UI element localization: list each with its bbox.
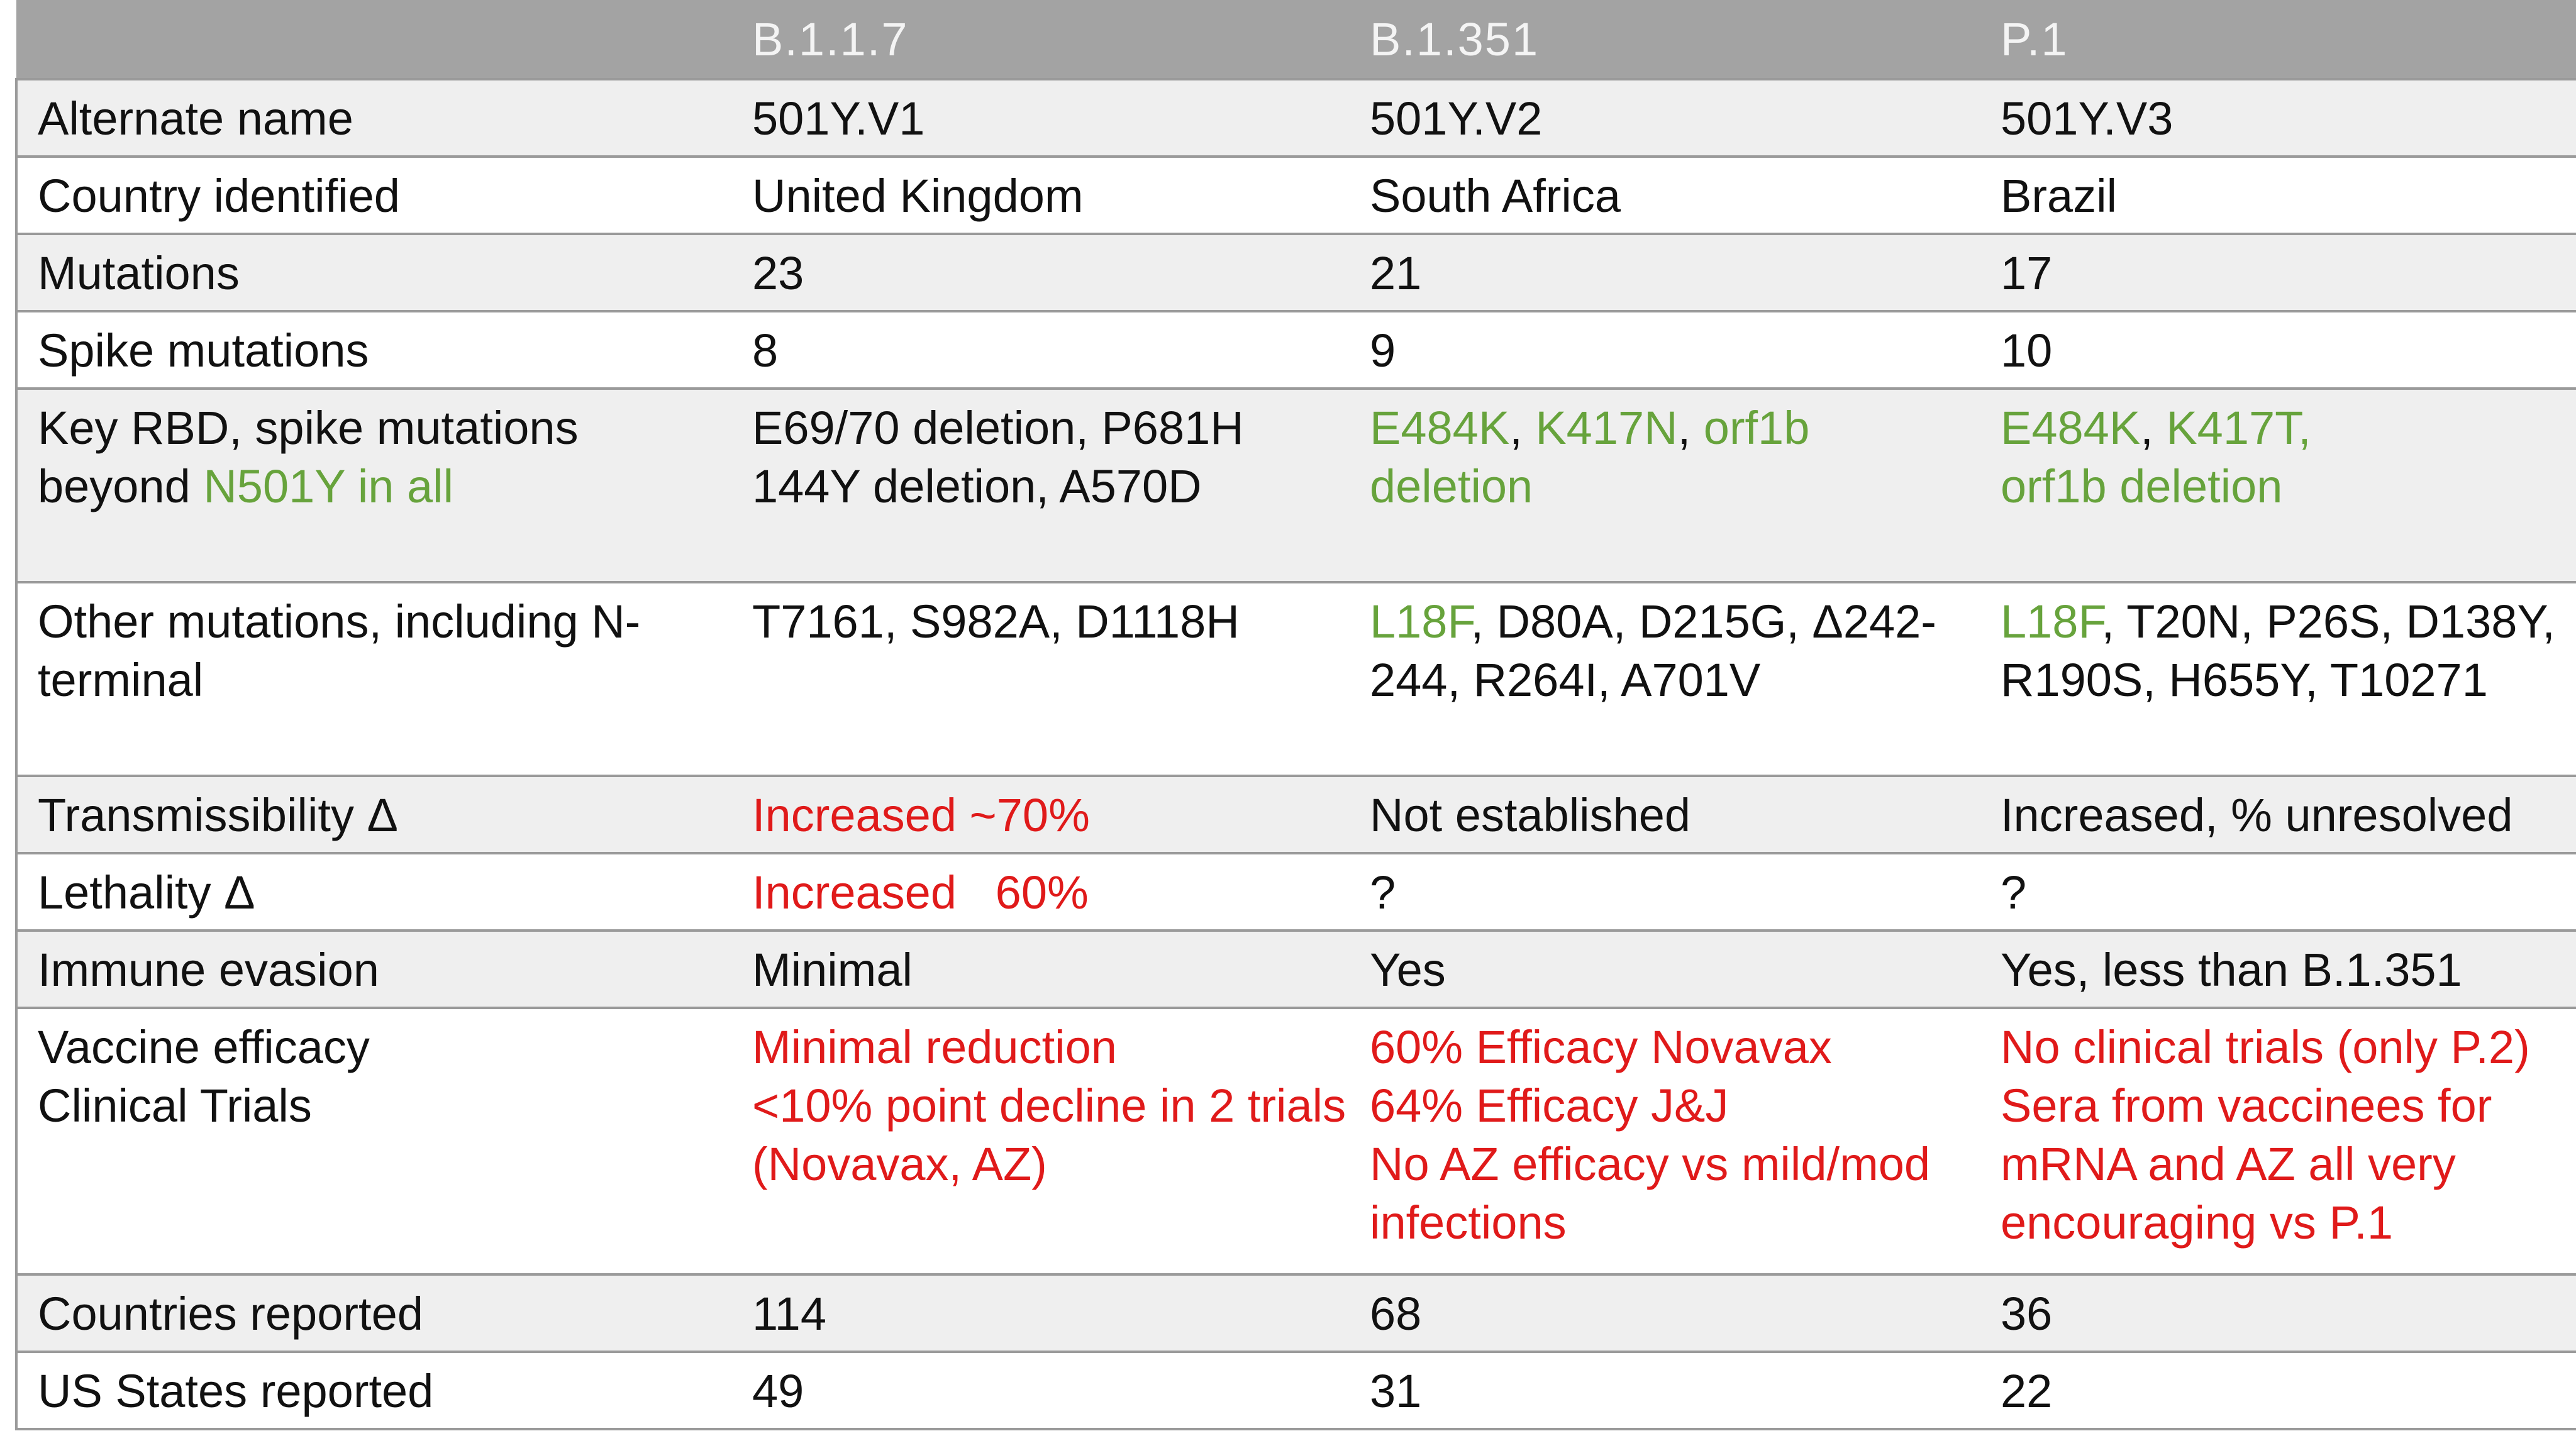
row-country-identified: Country identified United Kingdom South … bbox=[15, 155, 2576, 234]
row-label: Key RBD, spike mutations beyond N501Y in… bbox=[15, 387, 732, 582]
b1351-other-rest: , D80A, D215G, Δ242-244, R264I, A701V bbox=[1370, 595, 1936, 706]
p1-vaccine-line-1: No clinical trials (only P.2) bbox=[2001, 1021, 2530, 1073]
b1351-vaccine-line-2: 64% Efficacy J&J bbox=[1370, 1080, 1729, 1132]
cell-p1: Brazil bbox=[1980, 155, 2576, 234]
cell-b117: E69/70 deletion, P681H 144Y deletion, A5… bbox=[732, 387, 1350, 582]
row-key-rbd-mutations: Key RBD, spike mutations beyond N501Y in… bbox=[15, 387, 2576, 582]
row-label: Country identified bbox=[15, 155, 732, 234]
row-immune-evasion: Immune evasion Minimal Yes Yes, less tha… bbox=[15, 929, 2576, 1008]
row-label: Vaccine efficacy Clinical Trials bbox=[15, 1007, 732, 1274]
cell-b1351: South Africa bbox=[1350, 155, 1980, 234]
p1-other-highlight: L18F bbox=[2001, 595, 2102, 648]
row-label: Lethality Δ bbox=[15, 852, 732, 931]
p1-key-separator-1: , bbox=[2140, 402, 2167, 454]
b1351-key-separator-1: , bbox=[1509, 402, 1536, 454]
cell-b117: Minimal bbox=[732, 929, 1350, 1008]
row-spike-mutations: Spike mutations 8 9 10 bbox=[15, 310, 2576, 389]
cell-b117: Increased ~70% bbox=[732, 775, 1350, 853]
header-row: B.1.1.7 B.1.351 P.1 bbox=[16, 0, 2576, 79]
key-rbd-label-highlight: N501Y in all bbox=[203, 460, 454, 512]
b1351-key-mutation-1: E484K bbox=[1370, 402, 1510, 454]
cell-b117: 23 bbox=[732, 233, 1350, 311]
cell-p1: Yes, less than B.1.351 bbox=[1980, 929, 2576, 1008]
cell-p1: 10 bbox=[1980, 310, 2576, 389]
b117-vaccine-line-1: Minimal reduction bbox=[752, 1021, 1117, 1073]
p1-vaccine-line-2: Sera from vaccinees for mRNA and AZ all … bbox=[2001, 1080, 2492, 1249]
row-transmissibility: Transmissibility Δ Increased ~70% Not es… bbox=[15, 775, 2576, 853]
row-mutations: Mutations 23 21 17 bbox=[15, 233, 2576, 311]
b117-key-line-2: 144Y deletion, A570D bbox=[752, 460, 1202, 512]
cell-b1351: E484K, K417N, orf1b deletion bbox=[1350, 387, 1980, 582]
b1351-vaccine-line-3: No AZ efficacy vs mild/mod infections bbox=[1370, 1138, 1931, 1249]
p1-other-rest: , T20N, P26S, D138Y, R190S, H655Y, T1027… bbox=[2001, 595, 2555, 706]
header-b117: B.1.1.7 bbox=[732, 0, 1350, 79]
variant-comparison-table: B.1.1.7 B.1.351 P.1 Alternate name 501Y.… bbox=[15, 0, 2576, 1430]
b117-key-line-1: E69/70 deletion, P681H bbox=[752, 402, 1244, 454]
b117-vaccine-line-2: <10% point decline in 2 trials (Novavax,… bbox=[752, 1080, 1346, 1190]
key-rbd-label-text: Key RBD, spike mutations beyond bbox=[38, 402, 579, 512]
row-label: Spike mutations bbox=[15, 310, 732, 389]
header-p1: P.1 bbox=[1980, 0, 2576, 79]
cell-b1351: 31 bbox=[1350, 1351, 1980, 1430]
row-lethality: Lethality Δ Increased 60% ? ? bbox=[15, 852, 2576, 931]
cell-b1351: ? bbox=[1350, 852, 1980, 931]
p1-key-mutation-1: E484K bbox=[2001, 402, 2141, 454]
b1351-key-mutation-2: K417N bbox=[1535, 402, 1678, 454]
header-corner bbox=[16, 0, 732, 79]
row-countries-reported: Countries reported 114 68 36 bbox=[15, 1273, 2576, 1352]
row-label: Countries reported bbox=[15, 1273, 732, 1352]
vaccine-label-line-2: Clinical Trials bbox=[38, 1080, 312, 1132]
cell-b1351: Yes bbox=[1350, 929, 1980, 1008]
cell-b1351: 501Y.V2 bbox=[1350, 78, 1980, 157]
cell-b117: 114 bbox=[732, 1273, 1350, 1352]
variant-comparison-table-wrapper: B.1.1.7 B.1.351 P.1 Alternate name 501Y.… bbox=[15, 0, 2576, 1430]
row-us-states-reported: US States reported 49 31 22 bbox=[15, 1351, 2576, 1430]
cell-p1: 36 bbox=[1980, 1273, 2576, 1352]
cell-b117: Minimal reduction <10% point decline in … bbox=[732, 1007, 1350, 1274]
row-label: Transmissibility Δ bbox=[15, 775, 732, 853]
cell-p1: 22 bbox=[1980, 1351, 2576, 1430]
cell-p1: No clinical trials (only P.2) Sera from … bbox=[1980, 1007, 2576, 1274]
b1351-vaccine-line-1: 60% Efficacy Novavax bbox=[1370, 1021, 1832, 1073]
cell-p1: E484K, K417T, orf1b deletion bbox=[1980, 387, 2576, 582]
b1351-other-highlight: L18F bbox=[1370, 595, 1471, 648]
cell-b117: Increased 60% bbox=[732, 852, 1350, 931]
row-label: Mutations bbox=[15, 233, 732, 311]
row-alternate-name: Alternate name 501Y.V1 501Y.V2 501Y.V3 bbox=[15, 78, 2576, 157]
cell-b117: 8 bbox=[732, 310, 1350, 389]
cell-p1: 17 bbox=[1980, 233, 2576, 311]
cell-p1: 501Y.V3 bbox=[1980, 78, 2576, 157]
row-label: US States reported bbox=[15, 1351, 732, 1430]
cell-b1351: Not established bbox=[1350, 775, 1980, 853]
row-label: Alternate name bbox=[15, 78, 732, 157]
cell-b1351: L18F, D80A, D215G, Δ242-244, R264I, A701… bbox=[1350, 581, 1980, 776]
b1351-key-mutation-3: orf1b deletion bbox=[1370, 402, 1810, 512]
cell-b1351: 60% Efficacy Novavax 64% Efficacy J&J No… bbox=[1350, 1007, 1980, 1274]
p1-key-mutation-2: K417T, bbox=[2166, 402, 2311, 454]
row-label: Other mutations, including N-terminal bbox=[15, 581, 732, 776]
p1-key-mutation-3: orf1b deletion bbox=[2001, 460, 2283, 512]
cell-p1: Increased, % unresolved bbox=[1980, 775, 2576, 853]
cell-b117: 49 bbox=[732, 1351, 1350, 1430]
cell-b1351: 9 bbox=[1350, 310, 1980, 389]
cell-b1351: 21 bbox=[1350, 233, 1980, 311]
cell-p1: ? bbox=[1980, 852, 2576, 931]
vaccine-label-line-1: Vaccine efficacy bbox=[38, 1021, 370, 1073]
b1351-key-separator-2: , bbox=[1677, 402, 1704, 454]
cell-b1351: 68 bbox=[1350, 1273, 1980, 1352]
row-other-mutations: Other mutations, including N-terminal T7… bbox=[15, 581, 2576, 776]
row-label: Immune evasion bbox=[15, 929, 732, 1008]
cell-b117: United Kingdom bbox=[732, 155, 1350, 234]
cell-p1: L18F, T20N, P26S, D138Y, R190S, H655Y, T… bbox=[1980, 581, 2576, 776]
cell-b117: 501Y.V1 bbox=[732, 78, 1350, 157]
header-b1351: B.1.351 bbox=[1350, 0, 1980, 79]
cell-b117: T7161, S982A, D1118H bbox=[732, 581, 1350, 776]
row-vaccine-efficacy: Vaccine efficacy Clinical Trials Minimal… bbox=[15, 1007, 2576, 1274]
